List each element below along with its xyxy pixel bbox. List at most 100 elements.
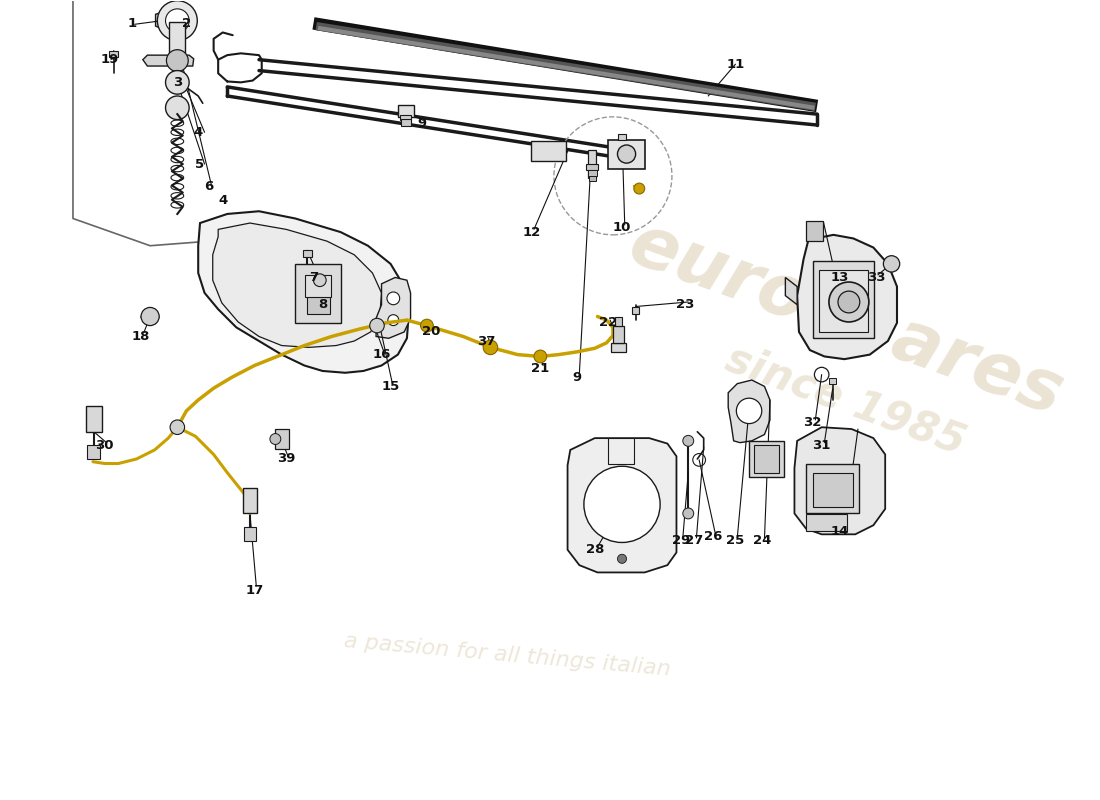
Bar <box>402 118 410 126</box>
Text: 10: 10 <box>613 221 631 234</box>
Bar <box>813 473 852 507</box>
Circle shape <box>883 256 900 272</box>
Circle shape <box>370 318 384 333</box>
Circle shape <box>829 282 869 322</box>
Circle shape <box>683 508 694 519</box>
Bar <box>531 142 565 162</box>
Circle shape <box>420 319 433 332</box>
Bar <box>612 343 626 352</box>
Text: 25: 25 <box>726 534 745 547</box>
Circle shape <box>584 466 660 542</box>
Polygon shape <box>794 427 886 534</box>
Polygon shape <box>785 278 798 305</box>
Circle shape <box>165 9 189 33</box>
Bar <box>302 250 311 257</box>
Text: 23: 23 <box>676 298 695 311</box>
Circle shape <box>166 50 188 71</box>
Text: 7: 7 <box>309 271 318 284</box>
Circle shape <box>388 314 399 326</box>
Circle shape <box>534 350 547 362</box>
Text: 30: 30 <box>96 439 114 452</box>
Bar <box>109 50 119 57</box>
Circle shape <box>270 434 280 445</box>
Bar <box>632 306 639 314</box>
Text: 24: 24 <box>754 534 772 547</box>
Text: 17: 17 <box>245 584 264 597</box>
Text: 4: 4 <box>218 194 228 207</box>
Bar <box>608 139 645 169</box>
Polygon shape <box>155 8 186 34</box>
Bar <box>243 488 257 514</box>
Polygon shape <box>608 438 634 463</box>
Text: 16: 16 <box>372 348 390 361</box>
Text: 31: 31 <box>813 439 830 452</box>
Text: 27: 27 <box>685 534 704 547</box>
Circle shape <box>165 96 189 119</box>
Bar <box>818 270 868 332</box>
Circle shape <box>617 554 627 563</box>
Text: 1: 1 <box>128 17 136 30</box>
Polygon shape <box>198 211 409 373</box>
Bar <box>615 318 622 326</box>
Polygon shape <box>143 55 194 66</box>
Bar <box>588 150 596 178</box>
Circle shape <box>157 1 197 41</box>
Text: 6: 6 <box>205 180 213 194</box>
Circle shape <box>838 291 860 313</box>
Text: 21: 21 <box>531 362 550 374</box>
Text: 29: 29 <box>672 534 690 547</box>
Bar <box>169 22 186 57</box>
Circle shape <box>141 307 160 326</box>
Circle shape <box>634 183 645 194</box>
Text: 14: 14 <box>830 525 849 538</box>
Circle shape <box>617 145 636 163</box>
Circle shape <box>683 435 694 446</box>
Circle shape <box>736 398 762 423</box>
Bar <box>587 170 596 176</box>
Text: 33: 33 <box>867 271 886 284</box>
Text: 2: 2 <box>182 17 191 30</box>
Bar <box>398 105 415 117</box>
Text: 37: 37 <box>476 334 495 347</box>
Text: 32: 32 <box>803 416 822 429</box>
Bar <box>749 441 783 477</box>
Text: 22: 22 <box>600 316 617 330</box>
Circle shape <box>314 274 327 286</box>
Circle shape <box>387 292 399 305</box>
Text: 15: 15 <box>382 380 399 393</box>
Bar <box>813 261 874 338</box>
Text: 12: 12 <box>522 226 540 238</box>
Bar <box>399 115 411 121</box>
Text: 3: 3 <box>173 76 182 89</box>
Text: since 1985: since 1985 <box>720 337 971 463</box>
Bar <box>829 378 836 384</box>
Bar <box>307 291 330 314</box>
Text: 28: 28 <box>585 543 604 556</box>
Text: 20: 20 <box>422 326 441 338</box>
Text: eurospares: eurospares <box>619 210 1072 430</box>
Bar <box>306 274 331 298</box>
Bar <box>806 514 847 530</box>
Bar <box>754 446 779 473</box>
Bar <box>295 264 341 323</box>
Text: 5: 5 <box>196 158 205 170</box>
Polygon shape <box>728 380 770 442</box>
Bar <box>806 222 823 241</box>
Text: 19: 19 <box>100 53 119 66</box>
Bar <box>585 164 598 170</box>
Polygon shape <box>568 438 676 573</box>
Text: 8: 8 <box>318 298 327 311</box>
Text: a passion for all things italian: a passion for all things italian <box>342 631 671 680</box>
Bar <box>88 446 100 459</box>
Text: 4: 4 <box>194 126 202 138</box>
Bar <box>806 463 859 514</box>
Text: 11: 11 <box>726 58 745 70</box>
Polygon shape <box>376 278 410 338</box>
Bar <box>618 134 626 139</box>
Bar <box>86 406 102 432</box>
Text: 18: 18 <box>132 330 151 343</box>
Text: 39: 39 <box>277 453 296 466</box>
Circle shape <box>170 420 185 434</box>
Text: 9: 9 <box>418 117 427 130</box>
Text: 13: 13 <box>830 271 849 284</box>
